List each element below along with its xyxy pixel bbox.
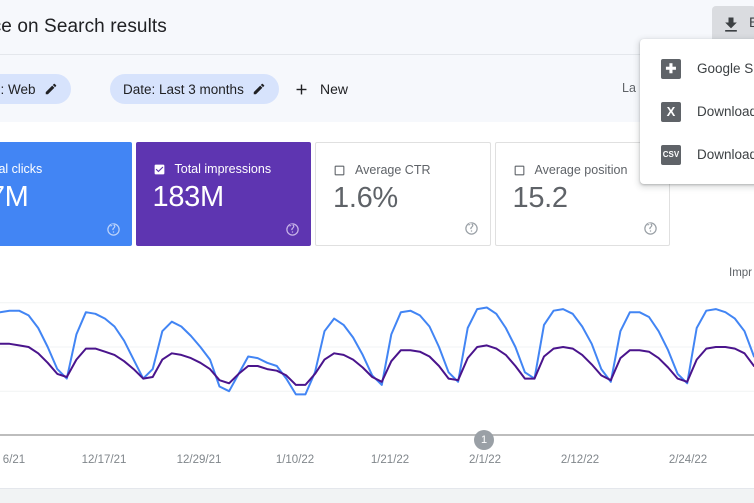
menu-item-download-excel[interactable]: X Download xyxy=(640,90,754,133)
menu-item-download-csv[interactable]: CSV Download xyxy=(640,133,754,176)
menu-item-google-sheets[interactable]: ✚ Google Sh xyxy=(640,47,754,90)
metric-card-label: tal clicks xyxy=(0,162,43,176)
x-axis-tick-label: 6/21 xyxy=(2,454,26,466)
chart-baseline xyxy=(0,434,754,436)
pencil-icon[interactable] xyxy=(252,82,266,96)
metric-card-value: 1.6% xyxy=(333,182,398,214)
metric-card-value: 183M xyxy=(152,181,225,213)
metric-card-header: tal clicks xyxy=(0,162,132,176)
menu-item-label: Download xyxy=(697,147,754,162)
csv-icon: CSV xyxy=(661,144,681,165)
metric-cards: tal clicks 97M Total impressions 183M xyxy=(0,142,670,246)
header-divider xyxy=(0,54,754,55)
filter-chip-date[interactable]: Date: Last 3 months xyxy=(110,74,279,104)
metric-card-average-ctr[interactable]: Average CTR 1.6% xyxy=(315,142,491,246)
chart-x-axis: 6/21 12/17/21 12/29/21 1/10/22 1/21/22 2/1/22… xyxy=(0,454,754,474)
add-filter-button[interactable]: New xyxy=(293,76,348,102)
metric-card-header: Average position xyxy=(513,163,670,177)
menu-item-label: Download xyxy=(697,104,754,119)
chart-canvas[interactable] xyxy=(0,258,754,436)
page-header: rmance on Search results xyxy=(0,0,754,55)
excel-icon: X xyxy=(661,101,681,122)
metric-card-label: Total impressions xyxy=(174,162,272,176)
help-icon[interactable] xyxy=(285,222,300,237)
help-icon[interactable] xyxy=(643,221,658,236)
x-axis-tick-label: 2/12/22 xyxy=(560,454,600,466)
metric-card-total-impressions[interactable]: Total impressions 183M xyxy=(135,142,312,246)
metric-card-header: Average CTR xyxy=(333,163,490,177)
metric-card-label: Average position xyxy=(534,163,628,177)
metric-card-value: 15.2 xyxy=(512,182,569,214)
checkbox-checked-icon[interactable] xyxy=(153,163,166,176)
pencil-icon[interactable] xyxy=(44,82,58,96)
x-axis-tick-label: 12/29/21 xyxy=(176,454,222,466)
metric-card-value: 97M xyxy=(0,181,29,213)
help-icon[interactable] xyxy=(106,222,121,237)
checkbox-unchecked-icon[interactable] xyxy=(513,164,526,177)
download-icon xyxy=(721,15,741,35)
filter-chip-search-type[interactable]: type: Web xyxy=(0,74,71,104)
last-updated-text: La xyxy=(622,81,636,95)
metric-card-total-clicks[interactable]: tal clicks 97M xyxy=(0,142,132,246)
metric-card-label: Average CTR xyxy=(355,163,431,177)
chart-series-line xyxy=(0,342,754,386)
x-axis-tick-label: 12/17/21 xyxy=(81,454,127,466)
chart-annotation-badge[interactable]: 1 xyxy=(474,430,494,450)
performance-chart[interactable]: Impr xyxy=(0,258,754,436)
menu-item-label: Google Sh xyxy=(697,61,754,76)
filter-chip-date-label: Date: Last 3 months xyxy=(123,81,244,97)
plus-icon xyxy=(293,81,310,98)
x-axis-tick-label: 2/1/22 xyxy=(469,454,501,466)
x-axis-tick-label: 2/24/22 xyxy=(668,454,708,466)
add-filter-label: New xyxy=(320,81,349,97)
x-axis-tick-label: 1/21/22 xyxy=(370,454,410,466)
bottom-divider xyxy=(0,488,754,489)
page-title: rmance on Search results xyxy=(0,16,167,37)
x-axis-tick-label: 1/10/22 xyxy=(275,454,315,466)
download-button-trailing-text: E xyxy=(749,14,754,30)
export-dropdown-menu[interactable]: ✚ Google Sh X Download CSV Download xyxy=(640,39,754,184)
checkbox-unchecked-icon[interactable] xyxy=(333,164,346,177)
bottom-band xyxy=(0,489,754,503)
download-button[interactable] xyxy=(712,6,754,44)
metric-card-header: Total impressions xyxy=(153,162,312,176)
help-icon[interactable] xyxy=(464,221,479,236)
chart-y-axis-label: Impr xyxy=(729,267,752,279)
google-sheets-icon: ✚ xyxy=(661,58,681,79)
filter-chip-search-type-label: type: Web xyxy=(0,81,36,97)
